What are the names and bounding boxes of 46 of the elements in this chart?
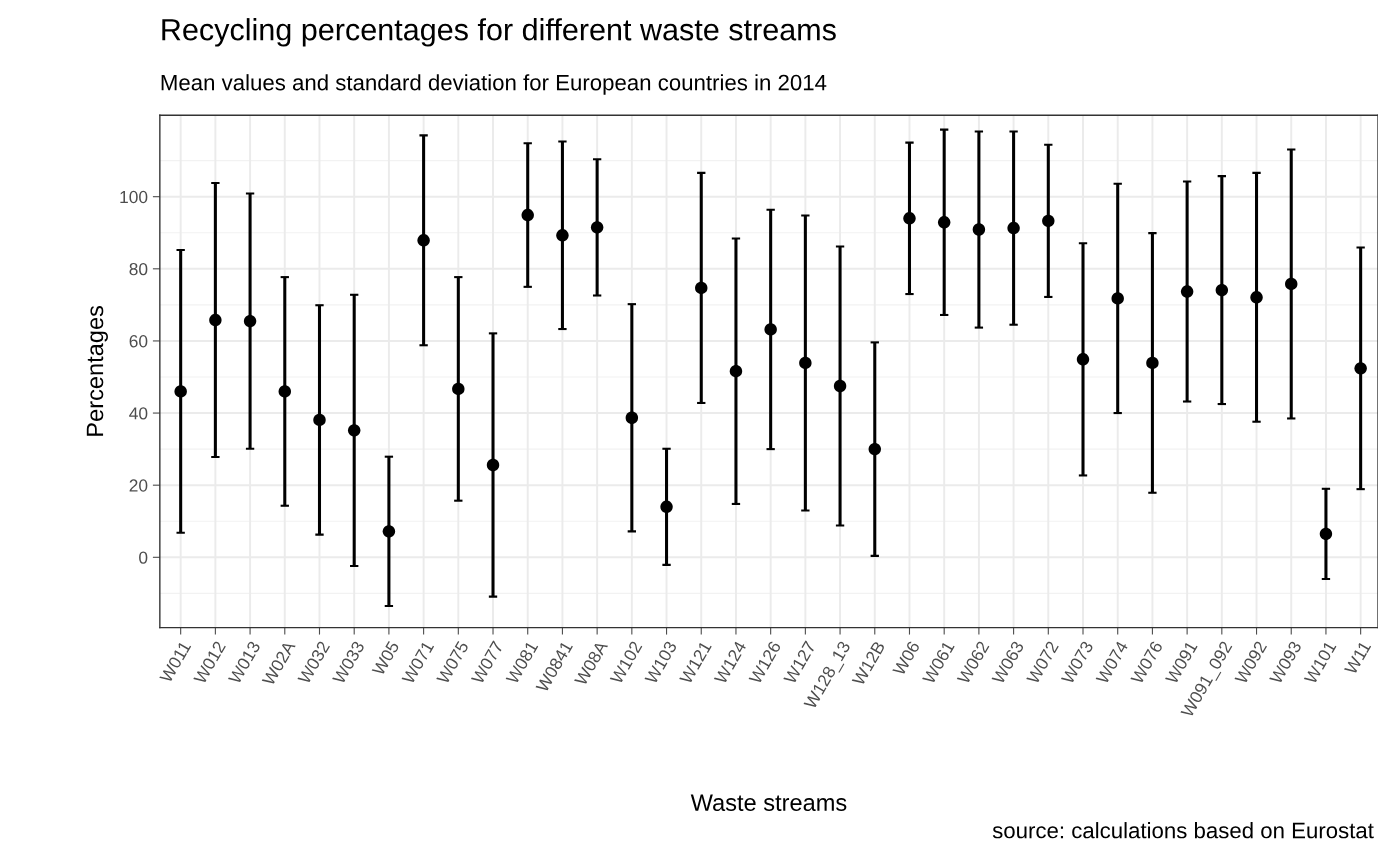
point xyxy=(868,442,881,456)
point xyxy=(278,385,291,398)
point xyxy=(1250,291,1263,304)
point xyxy=(1042,214,1055,228)
point xyxy=(937,216,951,229)
point xyxy=(452,382,465,396)
point xyxy=(764,323,777,336)
point xyxy=(347,424,361,437)
point xyxy=(174,385,187,398)
point xyxy=(1146,356,1159,370)
point xyxy=(1215,283,1229,297)
point xyxy=(590,221,604,234)
point xyxy=(625,411,639,424)
point xyxy=(1111,292,1124,305)
point xyxy=(1180,285,1194,298)
chart-title: Recycling percentages for different waste streams xyxy=(162,18,836,47)
y-axis-title: Percentages xyxy=(86,305,108,436)
source-note: source: calculations based on Eurostat xyxy=(992,822,1374,839)
y-tick-label: 60 xyxy=(129,335,148,348)
point xyxy=(799,356,812,370)
point xyxy=(382,525,396,538)
point xyxy=(313,413,326,427)
point xyxy=(903,212,916,225)
x-axis-title: Waste streams xyxy=(690,794,847,811)
point xyxy=(1319,527,1333,541)
y-tick-label: 40 xyxy=(129,407,148,420)
point xyxy=(729,365,743,378)
point xyxy=(695,281,708,295)
chart-subtitle: Mean values and standard deviation for European countries in 2014 xyxy=(161,74,827,95)
point xyxy=(1285,277,1298,291)
point xyxy=(521,208,534,222)
point xyxy=(660,500,673,514)
point xyxy=(556,229,569,242)
point xyxy=(1354,362,1367,375)
point xyxy=(417,234,430,247)
point xyxy=(972,223,986,236)
point xyxy=(243,314,257,328)
point xyxy=(833,379,847,393)
y-tick-label: 20 xyxy=(129,479,148,492)
point xyxy=(486,458,500,472)
point xyxy=(209,313,222,327)
point xyxy=(1076,353,1090,366)
y-tick-label: 100 xyxy=(120,190,148,204)
y-tick-label: 80 xyxy=(129,262,148,276)
y-tick-label: 0 xyxy=(139,551,148,564)
point xyxy=(1007,221,1020,235)
